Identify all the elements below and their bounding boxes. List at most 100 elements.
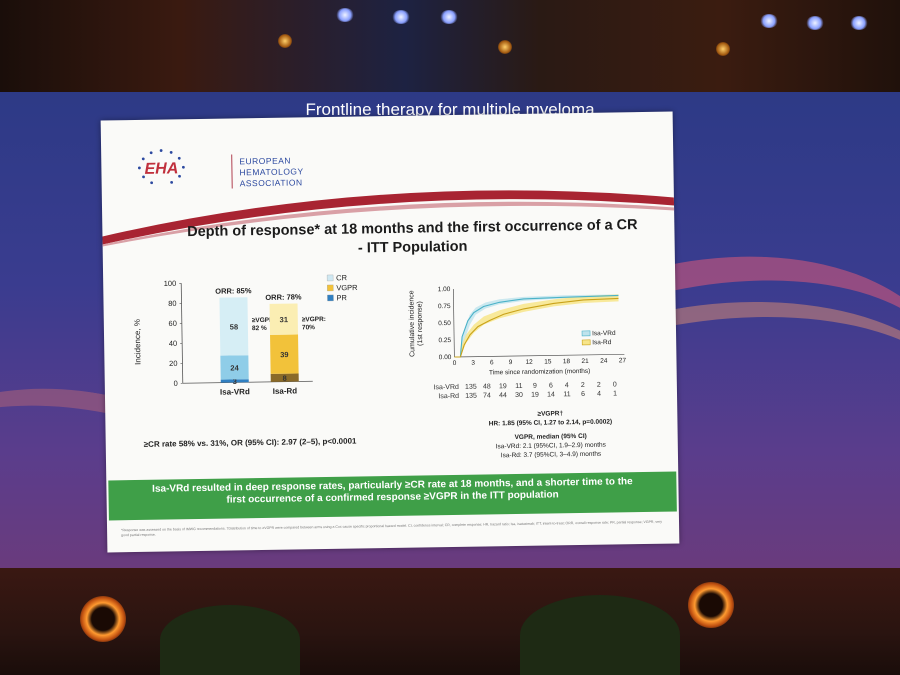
stage-light xyxy=(806,16,824,30)
km-ytick-label: 0.50 xyxy=(438,320,451,327)
km-xtick-label: 12 xyxy=(525,359,533,366)
ceiling-lamp xyxy=(498,40,512,54)
km-xtick-label: 3 xyxy=(471,360,475,367)
eha-logo: EHA xyxy=(137,149,185,185)
bar-segment xyxy=(270,334,299,374)
km-xtick-label: 21 xyxy=(581,358,589,365)
bar-chart-ylabel: Incidence, % xyxy=(133,319,143,365)
spotlight-icon xyxy=(688,582,734,628)
stats-block: ≥VGPR† HR: 1.85 (95% CI, 1.27 to 2.14, p… xyxy=(435,408,666,462)
risk-cell: 135 xyxy=(464,383,477,391)
bar-ytick-label: 20 xyxy=(169,359,177,368)
vgpr-note: 70% xyxy=(302,324,315,331)
km-xtick-label: 24 xyxy=(600,358,608,365)
km-ytick-label: 0.75 xyxy=(438,303,451,310)
legend-label: PR xyxy=(336,293,347,302)
km-xtick-label: 6 xyxy=(490,359,494,366)
km-xtick-label: 15 xyxy=(544,358,552,365)
conference-hall-ceiling xyxy=(0,0,900,100)
isa-rd-curve xyxy=(454,297,619,358)
bar-segment-label: 8 xyxy=(283,374,287,383)
risk-cell: 4 xyxy=(564,382,569,390)
isa-rd-ci-band xyxy=(460,294,619,357)
legend-swatch xyxy=(327,294,334,302)
cr-rate-note: ≥CR rate 58% vs. 31%, OR (95% CI): 2.97 … xyxy=(143,436,357,449)
bar-segment-label: 31 xyxy=(280,315,288,324)
km-legend-isa-vrd: Isa-VRd xyxy=(592,330,616,337)
bar-segment xyxy=(219,297,249,356)
legend-label: CR xyxy=(336,273,348,282)
legend-swatch xyxy=(327,284,334,292)
legend-swatch-isa-vrd xyxy=(581,330,591,337)
risk-cell: 9 xyxy=(532,382,537,390)
stage-light xyxy=(392,10,410,24)
logo-mark: EHA xyxy=(144,160,178,178)
vgpr-note: ≥VGPR: xyxy=(252,317,276,324)
plant xyxy=(520,595,680,675)
km-ylabel: Cumulative incidence xyxy=(408,290,416,357)
bar-segment-label: 3 xyxy=(233,377,237,386)
risk-cell: 48 xyxy=(482,383,491,391)
header-swoosh xyxy=(102,190,675,247)
risk-cell: 44 xyxy=(499,392,507,400)
presentation-slide: EHA EUROPEAN HEMATOLOGY ASSOCIATION Dept… xyxy=(100,111,680,553)
ceiling-lamp xyxy=(278,34,292,48)
legend-swatch xyxy=(326,274,334,282)
bar-segment xyxy=(269,303,299,335)
footnote: *Response was assessed on the basis of I… xyxy=(121,519,663,538)
bar-ytick-label: 0 xyxy=(174,379,178,388)
km-ytick-label: 0.25 xyxy=(438,337,451,344)
stage-light xyxy=(440,10,458,24)
cumulative-incidence-chart: Cumulative incidence (1st response) 1.00… xyxy=(408,286,627,377)
bar-segment-label: 24 xyxy=(230,363,239,372)
vgpr-heading: ≥VGPR† xyxy=(537,410,564,418)
km-xtick-label: 0 xyxy=(453,360,457,367)
vgpr-note: 82 % xyxy=(252,325,267,332)
conclusion-banner: Isa-VRd resulted in deep response rates,… xyxy=(108,471,677,521)
plant xyxy=(160,605,300,675)
legend-swatch-isa-rd xyxy=(581,339,591,346)
star-ring-icon xyxy=(137,149,185,185)
orr-label: ORR: 78% xyxy=(265,292,302,302)
risk-cell: 4 xyxy=(596,390,602,398)
risk-row-label: Isa-Rd xyxy=(438,392,460,401)
bar-segment xyxy=(220,379,249,383)
risk-cell: 74 xyxy=(483,392,491,400)
risk-cell: 6 xyxy=(580,390,586,399)
stage-light xyxy=(850,16,868,30)
km-xtick-label: 9 xyxy=(509,359,513,366)
bar-segment xyxy=(220,355,249,380)
km-xaxis xyxy=(454,353,625,358)
risk-cell: 14 xyxy=(547,391,555,399)
risk-cell: 0 xyxy=(612,381,617,389)
risk-cell: 1 xyxy=(612,390,618,398)
orr-label: ORR: 85% xyxy=(215,286,252,296)
km-xtick-label: 27 xyxy=(619,357,627,364)
bar-segment-label: 39 xyxy=(280,350,288,359)
legend-label: VGPR xyxy=(336,283,358,292)
bar-category-label: Isa-VRd xyxy=(220,387,250,396)
km-ytick-label: 0.00 xyxy=(439,354,452,361)
logo-divider xyxy=(231,154,233,189)
km-ytick-label: 1.00 xyxy=(438,286,451,293)
km-legend-isa-rd: Isa-Rd xyxy=(592,339,612,346)
bar-segment-label: 58 xyxy=(230,322,238,331)
bar-ytick-label: 60 xyxy=(168,319,176,328)
ceiling-lamp xyxy=(716,42,730,56)
bar-chart-yaxis xyxy=(180,283,184,384)
stage-foreground xyxy=(0,568,900,675)
median-heading: VGPR, median (95% CI) xyxy=(514,432,587,442)
km-xlabel: Time since randomization (months) xyxy=(489,368,590,377)
bar-category-label: Isa-Rd xyxy=(273,386,298,395)
bar-ytick-label: 80 xyxy=(168,299,176,308)
isa-vrd-curve xyxy=(454,294,619,358)
risk-cell: 19 xyxy=(498,383,507,391)
spotlight-icon xyxy=(80,596,126,642)
response-bar-chart: Incidence, % 100 80 60 40 20 0 3 24 58 ORR: 85% I… xyxy=(133,273,358,397)
risk-cell: 2 xyxy=(580,381,585,390)
vgpr-note: ≥VGPR: xyxy=(302,316,326,323)
risk-cell: 135 xyxy=(465,392,477,400)
slide-title: Depth of response* at 18 months and the … xyxy=(162,216,663,262)
stage-light xyxy=(760,14,778,28)
bar-ytick-label: 100 xyxy=(164,279,177,288)
